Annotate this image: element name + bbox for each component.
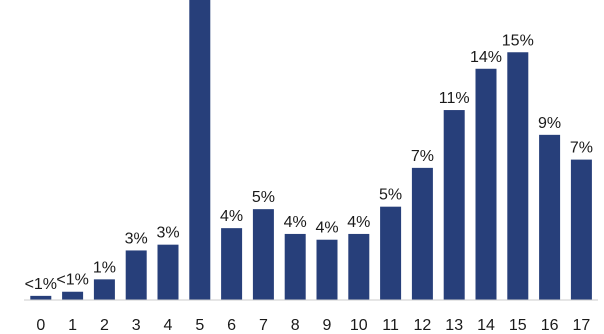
x-tick-label-8: 8 bbox=[291, 317, 300, 334]
x-tick-labels-group: 0 1 2 3 4 5 6 7 8 9 10 11 12 13 14 15 16 17 bbox=[36, 317, 590, 334]
data-label-0: <1% bbox=[25, 276, 57, 293]
bar-8 bbox=[284, 233, 306, 300]
bar-15 bbox=[507, 52, 529, 301]
x-tick-label-9: 9 bbox=[323, 317, 332, 334]
data-label-11: 5% bbox=[379, 187, 402, 204]
x-tick-label-4: 4 bbox=[164, 317, 173, 334]
x-tick-label-5: 5 bbox=[195, 317, 204, 334]
bar-3 bbox=[125, 250, 147, 300]
x-tick-label-7: 7 bbox=[259, 317, 268, 334]
bar-16 bbox=[539, 134, 561, 300]
data-labels-group: <1%<1%1%3%3%4%4%5%4%4%4%5%7%11%14%15%9%7… bbox=[25, 32, 593, 293]
x-tick-label-2: 2 bbox=[100, 317, 109, 334]
data-label-10: 4% bbox=[347, 214, 370, 231]
bar-17 bbox=[570, 159, 592, 300]
data-label-12: 7% bbox=[411, 148, 434, 165]
data-label-7: 5% bbox=[252, 189, 275, 206]
bar-13 bbox=[443, 110, 465, 300]
x-tick-label-14: 14 bbox=[477, 317, 495, 334]
x-tick-label-12: 12 bbox=[414, 317, 432, 334]
bars-group bbox=[30, 0, 592, 301]
x-tick-label-3: 3 bbox=[132, 317, 141, 334]
data-label-17: 7% bbox=[570, 140, 593, 157]
bar-14 bbox=[475, 68, 497, 301]
bar-2 bbox=[93, 279, 115, 300]
x-tick-label-6: 6 bbox=[227, 317, 236, 334]
data-label-13: 11% bbox=[439, 90, 470, 107]
bar-10 bbox=[348, 233, 370, 300]
x-tick-label-0: 0 bbox=[36, 317, 45, 334]
data-label-15: 15% bbox=[502, 32, 534, 49]
bar-1 bbox=[62, 291, 84, 300]
bar-11 bbox=[380, 206, 402, 300]
x-tick-label-16: 16 bbox=[541, 317, 559, 334]
bar-4 bbox=[157, 244, 179, 300]
data-label-16: 9% bbox=[538, 115, 561, 132]
data-label-3: 3% bbox=[125, 230, 148, 247]
x-tick-label-17: 17 bbox=[573, 317, 591, 334]
data-label-8: 4% bbox=[284, 214, 307, 231]
bar-12 bbox=[411, 167, 433, 300]
data-label-4: 3% bbox=[156, 225, 179, 242]
x-tick-label-15: 15 bbox=[509, 317, 527, 334]
bar-7 bbox=[252, 209, 274, 300]
x-tick-label-1: 1 bbox=[68, 317, 77, 334]
data-label-2: 1% bbox=[93, 259, 116, 276]
data-label-9: 4% bbox=[315, 220, 338, 237]
data-label-6: 4% bbox=[220, 208, 243, 225]
bar-9 bbox=[316, 239, 338, 300]
data-label-14: 14% bbox=[470, 49, 502, 66]
data-label-1: <1% bbox=[56, 272, 88, 289]
x-tick-label-11: 11 bbox=[382, 317, 399, 334]
bar-0 bbox=[30, 295, 52, 300]
bar-6 bbox=[221, 228, 243, 300]
bar-5 bbox=[189, 0, 211, 300]
x-tick-label-13: 13 bbox=[445, 317, 463, 334]
x-tick-label-10: 10 bbox=[350, 317, 368, 334]
